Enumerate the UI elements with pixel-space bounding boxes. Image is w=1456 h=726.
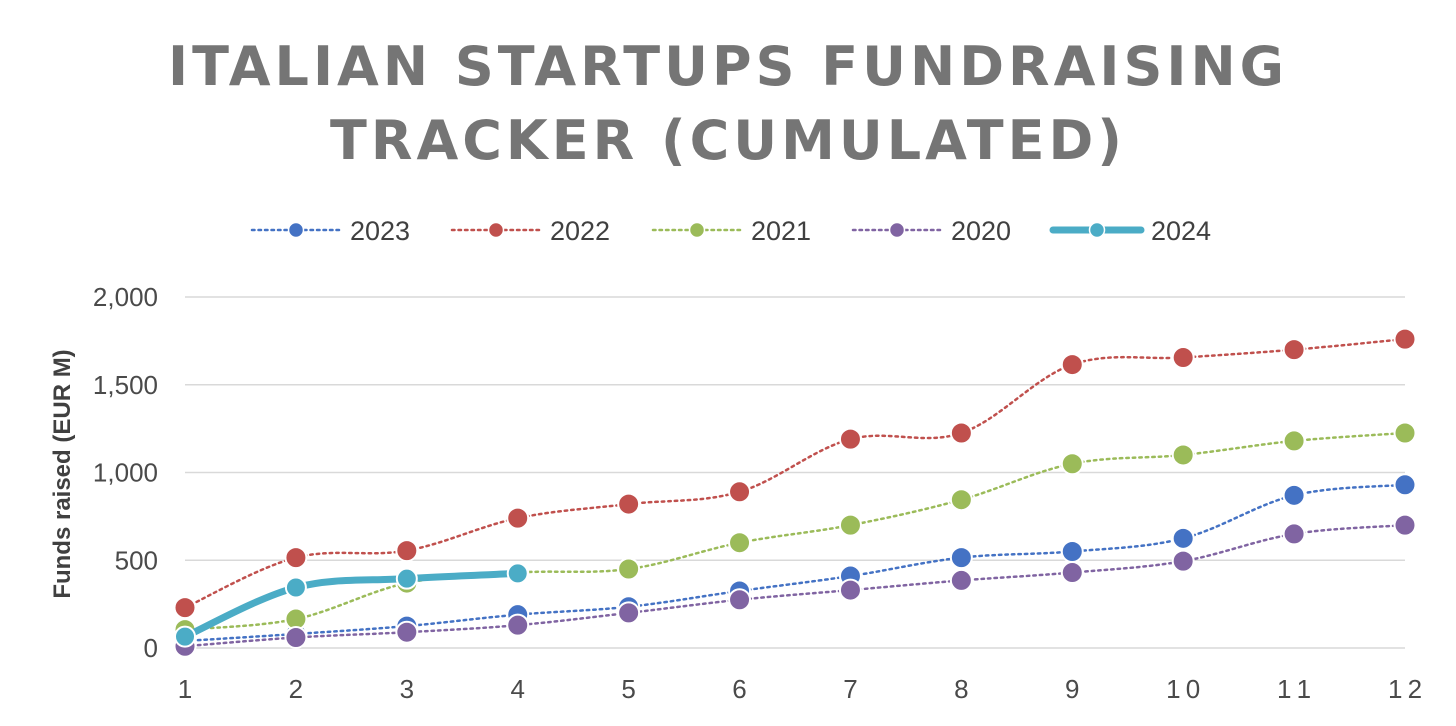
x-tick-label: 1 2 [1388, 674, 1422, 704]
x-tick-label: 1 [178, 674, 192, 704]
data-point-2022 [1393, 327, 1417, 351]
legend-swatch-marker [287, 221, 305, 239]
x-axis-ticks: 1 2 3 4 5 6 7 8 9 1 0 1 1 1 2 [178, 674, 1422, 704]
legend-item-2022: 2022 [450, 216, 610, 246]
data-point-2022 [838, 427, 862, 451]
data-point-2022 [1282, 338, 1306, 362]
legend-swatch-marker [1088, 221, 1106, 239]
x-tick-label: 7 [843, 674, 857, 704]
x-tick-label: 3 [400, 674, 414, 704]
data-point-2020 [617, 601, 641, 625]
data-point-2022 [284, 546, 308, 570]
chart-title-line-1: ITALIAN STARTUPS FUNDRAISING [168, 35, 1288, 98]
data-point-2021 [1171, 443, 1195, 467]
series-line-2022 [183, 337, 1407, 609]
data-point-2020 [506, 613, 530, 637]
data-point-2021 [1060, 452, 1084, 476]
y-tick-label: 2,000 [93, 282, 158, 312]
data-point-2024 [174, 625, 196, 648]
legend-label: 2021 [751, 216, 811, 246]
y-axis-label: Funds raised (EUR M) [49, 349, 76, 598]
data-point-2020 [1282, 522, 1306, 546]
data-point-2021 [728, 531, 752, 555]
x-tick-label: 4 [510, 674, 524, 704]
data-point-2020 [1060, 561, 1084, 585]
data-point-2020 [1171, 549, 1195, 573]
x-tick-label: 2 [289, 674, 303, 704]
legend-item-2023: 2023 [250, 216, 410, 246]
gridlines [185, 296, 1405, 649]
series-2023 [173, 473, 1417, 653]
legend-label: 2020 [951, 216, 1011, 246]
legend-swatch-marker [487, 221, 505, 239]
data-point-2022 [506, 506, 530, 530]
chart-title-line-2: TRACKER (CUMULATED) [330, 109, 1126, 172]
data-point-2024 [506, 562, 529, 585]
x-tick-label: 1 1 [1277, 674, 1311, 704]
data-point-2020 [284, 625, 308, 649]
series-line-2023 [183, 483, 1407, 643]
data-point-2022 [728, 480, 752, 504]
x-tick-label: 5 [621, 674, 635, 704]
data-point-2022 [395, 539, 419, 563]
data-point-2023 [1393, 473, 1417, 497]
series-2022 [173, 327, 1417, 620]
series-layer [173, 327, 1417, 658]
y-tick-label: 0 [144, 633, 158, 663]
legend-label: 2024 [1151, 216, 1211, 246]
x-tick-label: 9 [1065, 674, 1079, 704]
data-point-2020 [949, 568, 973, 592]
data-point-2024 [284, 576, 307, 599]
data-point-2023 [949, 546, 973, 570]
data-point-2022 [1171, 346, 1195, 370]
data-point-2020 [838, 578, 862, 602]
series-2021 [173, 421, 1417, 642]
legend-label: 2022 [550, 216, 610, 246]
y-tick-label: 1,500 [93, 370, 158, 400]
data-point-2021 [949, 488, 973, 512]
data-point-2023 [1282, 483, 1306, 507]
series-line-2024 [181, 569, 522, 641]
legend-item-2024: 2024 [1049, 216, 1211, 246]
legend: 2023 2022 2021 2020 2024 [250, 216, 1211, 246]
series-2020 [173, 513, 1417, 658]
y-tick-label: 1,000 [93, 458, 158, 488]
series-line-2021 [183, 431, 1407, 631]
x-tick-label: 8 [954, 674, 968, 704]
x-tick-label: 6 [732, 674, 746, 704]
legend-swatch-marker [888, 221, 906, 239]
legend-item-2020: 2020 [851, 216, 1011, 246]
y-axis-ticks: 0 500 1,000 1,500 2,000 [93, 282, 158, 663]
legend-swatch-marker [688, 221, 706, 239]
data-point-2022 [617, 492, 641, 516]
data-point-2023 [1171, 526, 1195, 550]
chart-title: ITALIAN STARTUPS FUNDRAISING TRACKER (CU… [0, 30, 1456, 178]
data-point-2024 [395, 567, 418, 590]
data-point-2021 [617, 557, 641, 581]
x-tick-label: 1 0 [1166, 674, 1200, 704]
data-point-2022 [173, 596, 197, 620]
data-point-2022 [1060, 353, 1084, 377]
series-2024 [174, 562, 529, 648]
data-point-2021 [1282, 429, 1306, 453]
data-point-2020 [395, 620, 419, 644]
data-point-2020 [728, 588, 752, 612]
data-point-2022 [949, 421, 973, 445]
data-point-2021 [838, 513, 862, 537]
legend-label: 2023 [350, 216, 410, 246]
series-line-2020 [183, 523, 1407, 648]
data-point-2021 [1393, 421, 1417, 445]
data-point-2023 [1060, 539, 1084, 563]
data-point-2020 [1393, 513, 1417, 537]
y-tick-label: 500 [115, 545, 158, 575]
legend-item-2021: 2021 [651, 216, 811, 246]
